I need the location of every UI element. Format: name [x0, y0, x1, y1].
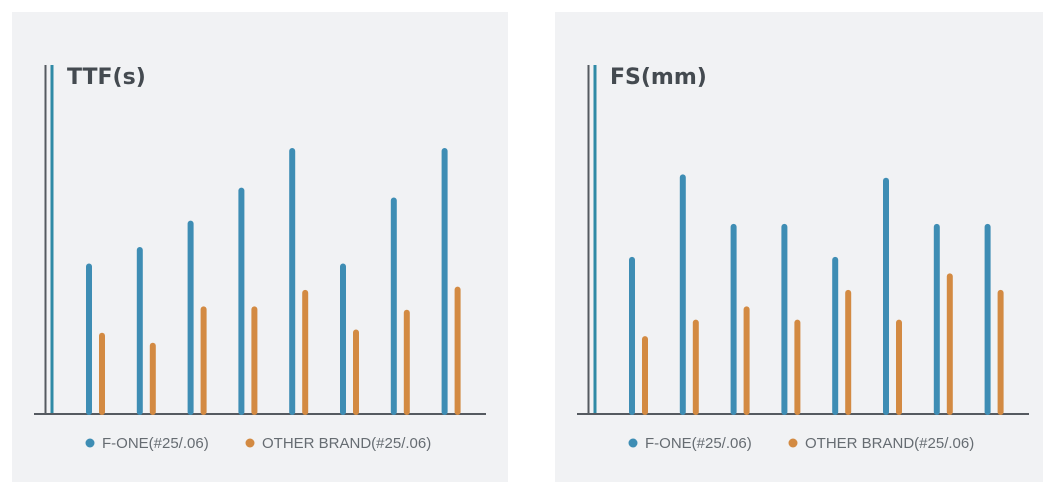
legend: F-ONE(#25/.06) OTHER BRAND(#25/.06): [628, 435, 974, 452]
bar-other-brand-3: [200, 306, 207, 415]
legend-label-other-brand: OTHER BRAND(#25/.06): [805, 435, 974, 452]
legend-marker-other-brand: [788, 438, 798, 448]
bar-f-one-8: [441, 148, 448, 415]
bar-f-one-3: [730, 223, 737, 415]
bars-group: [629, 174, 1004, 415]
chart-fs: FS(mm) F-ONE(#25/.06) OTHER BRAND(#25/.0…: [577, 65, 1029, 452]
bar-other-brand-2: [149, 342, 156, 415]
legend-label-f-one: F-ONE(#25/.06): [645, 435, 752, 452]
chart-title: FS(mm): [610, 65, 707, 90]
bar-f-one-6: [340, 263, 346, 415]
bar-f-one-6: [883, 177, 889, 415]
bar-other-brand-4: [251, 306, 258, 415]
bar-f-one-2: [136, 247, 143, 415]
bar-f-one-1: [629, 256, 635, 415]
bar-f-one-4: [238, 187, 245, 415]
bar-f-one-5: [289, 148, 296, 415]
legend-label-other-brand: OTHER BRAND(#25/.06): [262, 435, 431, 452]
chart-panel-ttf: TTF(s) F-ONE(#25/.06) OTHER BRAND(#25/.0…: [12, 12, 508, 482]
bar-other-brand-5: [302, 289, 309, 415]
bar-other-brand-2: [692, 319, 699, 415]
bar-other-brand-6: [896, 319, 902, 415]
legend-marker-f-one: [85, 438, 95, 448]
bar-other-brand-3: [743, 306, 750, 415]
legend-marker-f-one: [628, 438, 638, 448]
chart-title: TTF(s): [67, 65, 146, 90]
bar-other-brand-8: [997, 289, 1004, 415]
bar-other-brand-4: [794, 319, 801, 415]
bar-other-brand-1: [99, 332, 105, 415]
bar-f-one-7: [390, 197, 397, 415]
bar-other-brand-7: [403, 309, 410, 415]
legend-label-f-one: F-ONE(#25/.06): [102, 435, 209, 452]
bar-other-brand-5: [845, 289, 852, 415]
chart-panel-fs: FS(mm) F-ONE(#25/.06) OTHER BRAND(#25/.0…: [555, 12, 1043, 482]
bar-f-one-4: [781, 223, 788, 415]
legend-marker-other-brand: [245, 438, 255, 448]
bar-other-brand-1: [642, 336, 648, 415]
bar-f-one-5: [832, 256, 839, 415]
bar-f-one-2: [679, 174, 686, 415]
bar-f-one-8: [984, 223, 991, 415]
bars-group: [86, 148, 461, 415]
bar-f-one-7: [933, 223, 940, 415]
bar-other-brand-8: [454, 286, 461, 415]
bar-f-one-1: [86, 263, 92, 415]
bar-other-brand-6: [353, 329, 359, 415]
bar-f-one-3: [187, 220, 194, 415]
bar-other-brand-7: [946, 273, 953, 415]
chart-ttf: TTF(s) F-ONE(#25/.06) OTHER BRAND(#25/.0…: [34, 65, 486, 452]
legend: F-ONE(#25/.06) OTHER BRAND(#25/.06): [85, 435, 431, 452]
